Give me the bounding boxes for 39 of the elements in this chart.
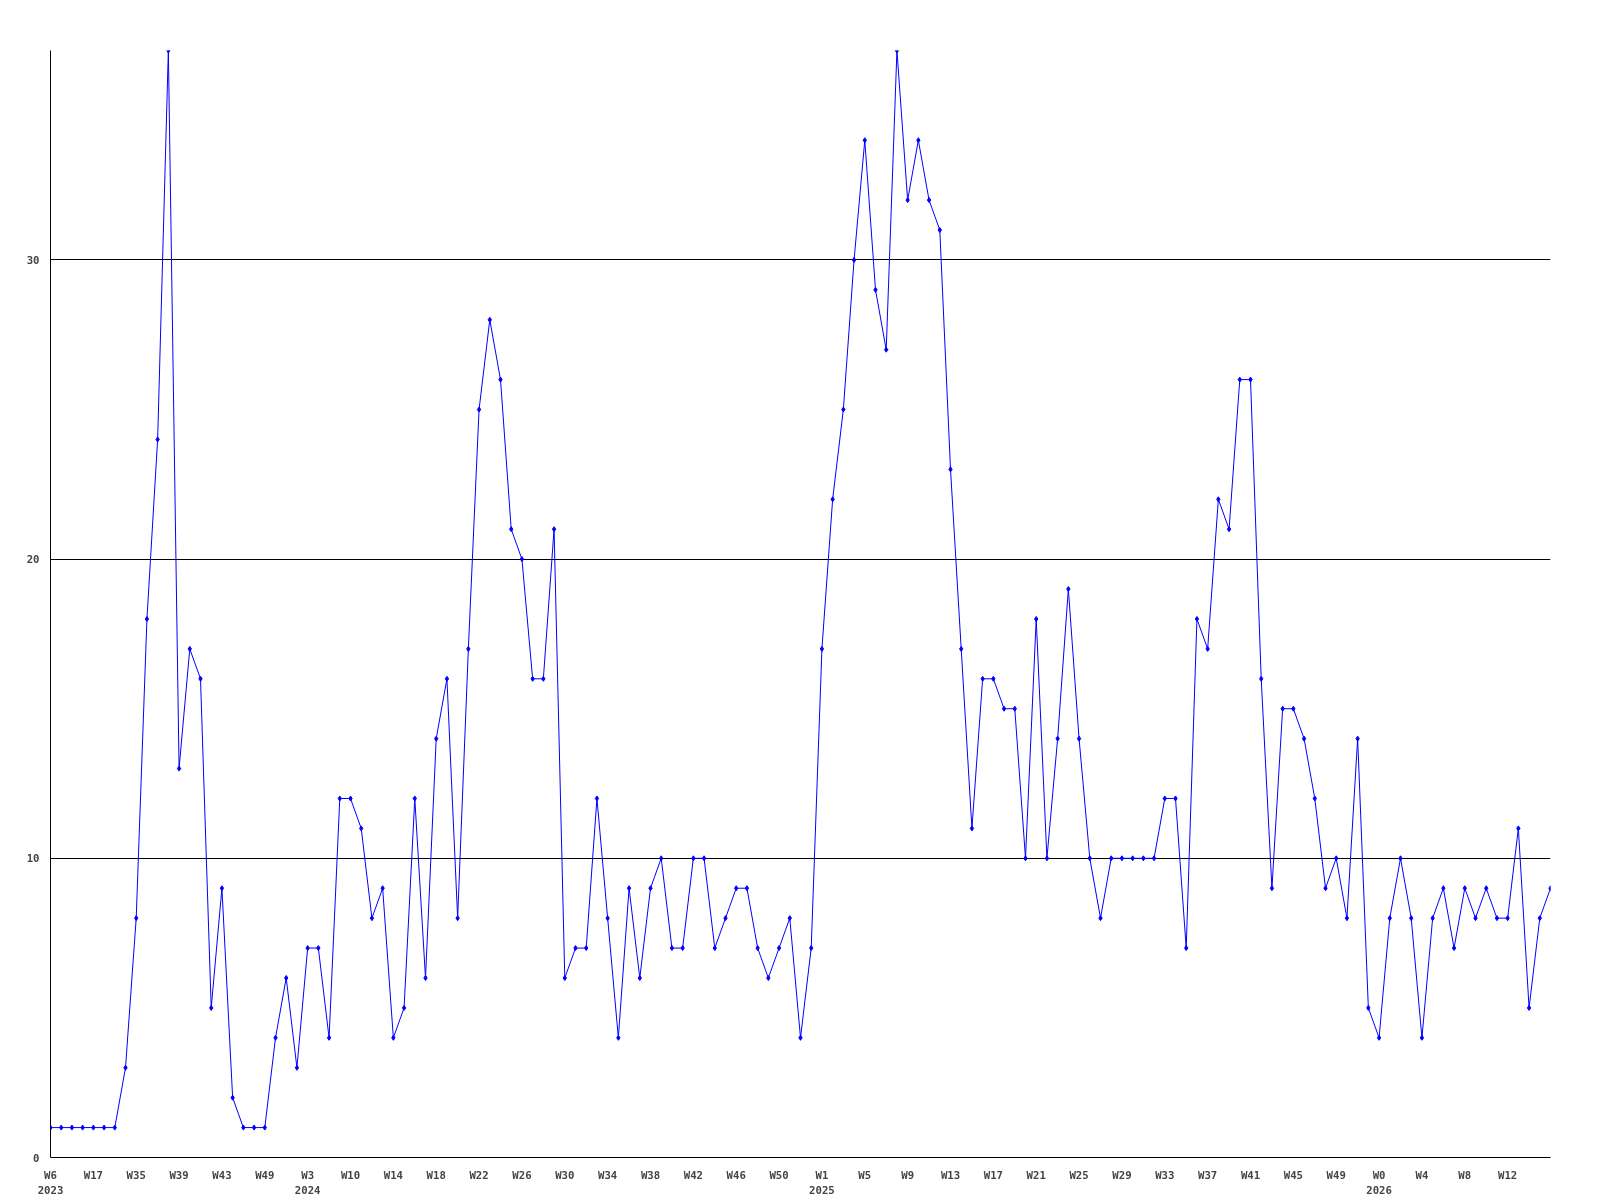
y-tick-label: 0	[33, 1151, 40, 1165]
x-tick-label: W18	[426, 1168, 446, 1182]
x-tick-label: W38	[640, 1168, 661, 1182]
x-tick-label: W49	[255, 1168, 275, 1182]
x-tick-label: W29	[1112, 1168, 1132, 1182]
x-tick-label: W45	[1283, 1168, 1303, 1182]
x-tick-label: W33	[1155, 1168, 1175, 1182]
x-tick-label: W42	[683, 1168, 703, 1182]
x-tick-label: W8	[1458, 1168, 1472, 1182]
x-tick-label: W50	[769, 1168, 789, 1182]
x-tick-label: W5	[858, 1168, 872, 1182]
x-tick-label: W49	[1326, 1168, 1346, 1182]
x-tick-label: W17	[83, 1168, 103, 1182]
x-tick-label: W21	[1026, 1168, 1046, 1182]
y-tick-label: 10	[26, 852, 40, 866]
x-tick-label: W43	[212, 1168, 232, 1182]
x-tick-label: W26	[512, 1168, 532, 1182]
x-tick-label: W1 2025	[809, 1168, 835, 1198]
x-tick-label: W0 2026	[1366, 1168, 1392, 1198]
x-tick-label: W35	[126, 1168, 146, 1182]
x-tick-label: W17	[983, 1168, 1003, 1182]
x-tick-label: W41	[1240, 1168, 1261, 1182]
x-tick-label: W14	[383, 1168, 403, 1182]
x-tick-label: W6 2023	[37, 1168, 64, 1198]
x-tick-label: W4	[1415, 1168, 1429, 1182]
x-tick-label: W30	[555, 1168, 575, 1182]
x-tick-label: W9	[901, 1168, 915, 1182]
x-tick-label: W25	[1069, 1168, 1089, 1182]
x-tick-label: W3 2024	[294, 1168, 321, 1198]
x-tick-label: W37	[1198, 1168, 1218, 1182]
x-tick-label: W46	[726, 1168, 746, 1182]
x-tick-label: W22	[469, 1168, 489, 1182]
x-tick-label: W12	[1498, 1168, 1518, 1182]
x-tick-label: W39	[169, 1168, 189, 1182]
x-tick-label: W13	[940, 1168, 961, 1182]
y-tick-label: 30	[26, 253, 40, 267]
x-tick-label: W34	[598, 1168, 618, 1182]
y-tick-label: 20	[26, 553, 40, 567]
x-tick-label: W10	[340, 1168, 361, 1182]
